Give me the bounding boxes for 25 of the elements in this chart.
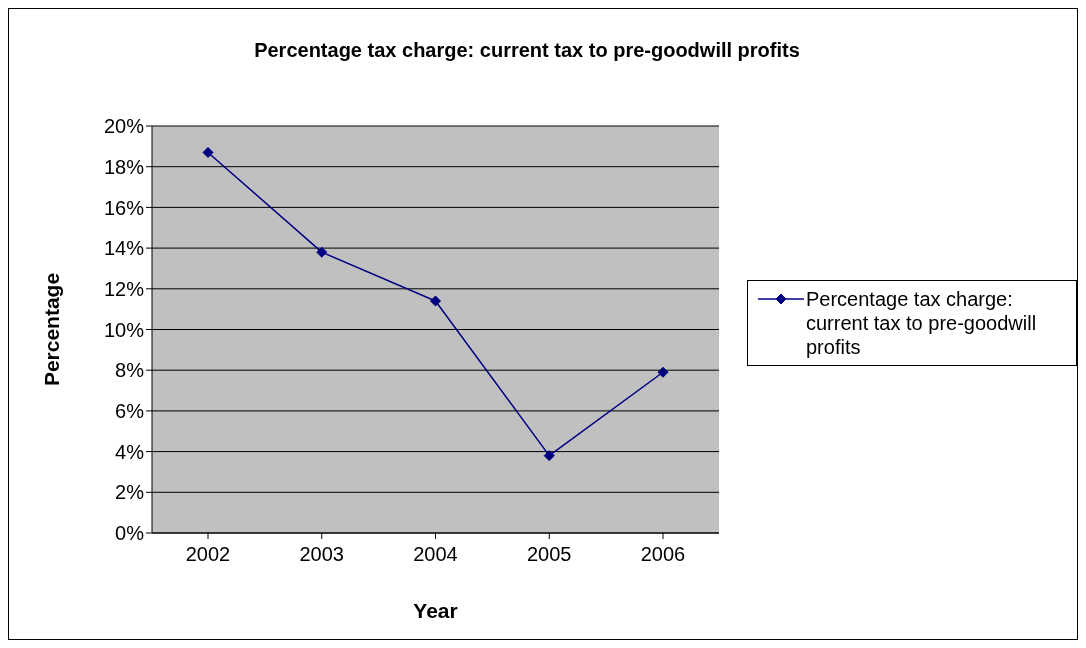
x-tick-label: 2003 [299,543,344,566]
legend-label: Percentage tax charge: current tax to pre-goodwill profits [806,287,1038,359]
x-axis-title: Year [413,598,458,622]
y-tick-label: 0% [115,522,145,545]
y-tick-label: 6% [115,400,145,422]
y-tick-label: 18% [103,155,145,178]
y-tick-label: 12% [103,277,145,300]
y-tick-label: 2% [115,481,145,504]
x-tick-label: 2006 [640,543,686,566]
y-tick-label: 20% [103,115,145,138]
y-tick-label: 16% [103,196,145,219]
y-tick-label: 4% [115,440,145,463]
x-tick-label: 2002 [185,543,231,566]
y-tick-label: 8% [115,359,145,382]
point [316,246,328,258]
x-tick-label: 2004 [413,543,458,566]
y-axis-title: Percentage [40,272,64,387]
point [202,146,214,158]
point [430,295,441,307]
x-tick-label: 2005 [527,543,572,566]
y-tick-label: 14% [103,237,145,260]
point [543,450,555,462]
chart-title: Percentage tax charge: current tax to pre-goodwill profits [253,39,801,62]
point [657,366,669,378]
y-tick-label: 10% [103,318,145,341]
